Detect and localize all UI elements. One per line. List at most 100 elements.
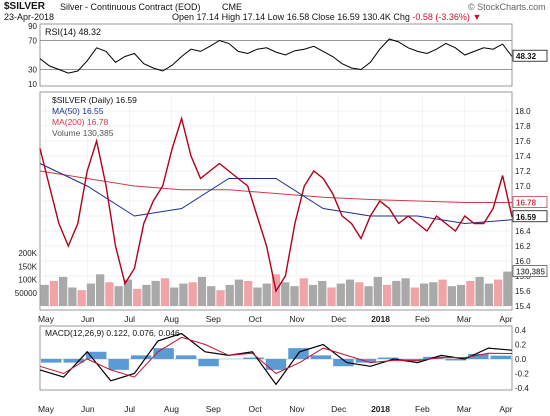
x-tick-label: Nov — [289, 314, 305, 324]
macd-histogram-bar — [85, 351, 107, 359]
ohlc-readout: Open 17.14 High 17.14 Low 16.58 Close 16… — [172, 12, 481, 22]
x-tick-label: Dec — [331, 314, 347, 324]
price-line — [39, 115, 513, 293]
macd-histogram-bar — [153, 348, 174, 359]
macd-legend: MACD(12,26,9) 0.122, 0.076, 0.046 — [45, 328, 180, 338]
x-tick-label: 2018 — [371, 404, 390, 414]
x-tick-label: Mar — [457, 314, 472, 324]
x-tick-label: Apr — [499, 314, 512, 324]
macd-x-labels: May Jun Jul Aug Sep Oct Nov Dec 2018 Feb Mar Apr — [38, 404, 513, 414]
volume-bar — [484, 283, 493, 306]
macd-histogram-bar — [378, 357, 399, 359]
volume-bar — [197, 276, 207, 306]
value-label: 48.32 — [516, 52, 537, 61]
volume-bar — [281, 282, 290, 306]
x-tick-label: 2018 — [371, 314, 390, 324]
close-label: Close — [311, 12, 335, 22]
x-tick-label: Jun — [81, 404, 95, 414]
volume-bar — [225, 284, 234, 306]
macd-histogram-bar — [243, 357, 264, 359]
value-label-box — [512, 49, 548, 62]
volume-bar — [373, 276, 382, 306]
volume-bar — [327, 287, 336, 306]
x-tick-label: May — [38, 314, 55, 324]
y-tick-label: 150K — [18, 262, 37, 271]
low-value: 16.58 — [286, 12, 310, 22]
value-label-box — [512, 196, 548, 208]
y-tick-label: 0.0 — [515, 355, 527, 364]
x-tick-label: Dec — [331, 404, 347, 414]
volume-bar — [114, 286, 123, 306]
macd-histogram-bar — [468, 353, 489, 359]
x-tick-label: Sep — [206, 404, 221, 414]
volume-bar — [410, 287, 419, 306]
volume-bar — [207, 286, 216, 306]
volume-bar — [188, 282, 197, 306]
volume-bar — [160, 278, 170, 306]
price-x-labels: May Jun Jul Aug Sep Oct Nov Dec 2018 Feb Mar Apr — [38, 314, 513, 324]
chg-value: -0.58 (-3.36%) — [412, 12, 470, 22]
y-tick-label: 16.0 — [515, 257, 531, 266]
y-tick-label: 18.0 — [515, 107, 531, 116]
value-label-box — [512, 210, 548, 223]
macd-histogram-bar — [41, 359, 62, 363]
open-value: 17.14 — [196, 12, 220, 22]
y-tick-label: 10 — [28, 80, 37, 89]
rsi-legend: RSI(14) 48.32 — [45, 27, 101, 37]
volume-bars — [40, 271, 512, 306]
rsi-line — [39, 38, 513, 74]
y-tick-label: 200K — [18, 249, 37, 258]
volume-bar — [49, 280, 59, 306]
y-tick-label: -0.4 — [515, 384, 529, 393]
y-tick-label: 17.6 — [515, 137, 531, 146]
macd-histogram-bar — [445, 359, 467, 361]
macd-histogram-bar — [175, 355, 197, 359]
signal-line — [39, 336, 513, 378]
volume-bar — [493, 279, 503, 306]
y-tick-label: 15.6 — [515, 287, 531, 296]
x-tick-label: Nov — [289, 404, 305, 414]
volume-bar — [151, 280, 160, 306]
macd-histogram-bar — [198, 359, 219, 367]
price-y-ticks: 15.415.615.816.016.216.416.616.817.017.2… — [515, 107, 531, 311]
volume-bar — [345, 279, 355, 306]
volume-bar — [401, 278, 410, 306]
y-tick-label: 16.4 — [515, 227, 531, 236]
price-legend: $SILVER (Daily) 16.59 MA(50) 16.55 MA(20… — [52, 95, 137, 138]
x-tick-label: Sep — [206, 314, 221, 324]
ma200-line — [39, 170, 512, 203]
x-tick-label: May — [38, 404, 55, 414]
x-tick-label: Feb — [415, 314, 430, 324]
volume-bar — [392, 280, 401, 306]
value-label: 16.78 — [516, 199, 537, 208]
legend-ma200: MA(200) 16.78 — [52, 117, 108, 127]
value-labels: 48.32 16.78 16.59 130,385 — [512, 49, 548, 277]
volume-bar — [438, 279, 447, 306]
date: 23-Apr-2018 — [4, 12, 55, 22]
volume-bar — [244, 280, 253, 306]
volume-bar — [429, 282, 438, 306]
x-tick-label: Jun — [81, 314, 95, 324]
y-tick-label: -0.2 — [515, 370, 529, 379]
volume-bar — [290, 286, 299, 306]
volume-bar — [86, 283, 96, 306]
volume-bar — [96, 274, 105, 306]
macd-histogram-bar — [490, 355, 511, 359]
y-tick-label: 50000 — [15, 289, 38, 298]
close-value: 16.59 — [337, 12, 360, 22]
volume-bar — [503, 271, 512, 306]
y-tick-label: 17.4 — [515, 152, 531, 161]
price-grid — [40, 96, 512, 307]
volume-bar — [318, 280, 327, 306]
value-label-box — [512, 265, 548, 277]
exchange: CME — [222, 2, 242, 12]
volume-bar — [308, 284, 318, 306]
y-tick-label: 70 — [28, 37, 37, 46]
volume-bar — [299, 278, 308, 306]
y-tick-label: 0.2 — [515, 341, 527, 350]
legend-ma50: MA(50) 16.55 — [52, 106, 104, 116]
volume-value: 130.4K — [362, 12, 391, 22]
volume-bar — [105, 282, 114, 306]
macd-histogram-bar — [310, 355, 332, 359]
